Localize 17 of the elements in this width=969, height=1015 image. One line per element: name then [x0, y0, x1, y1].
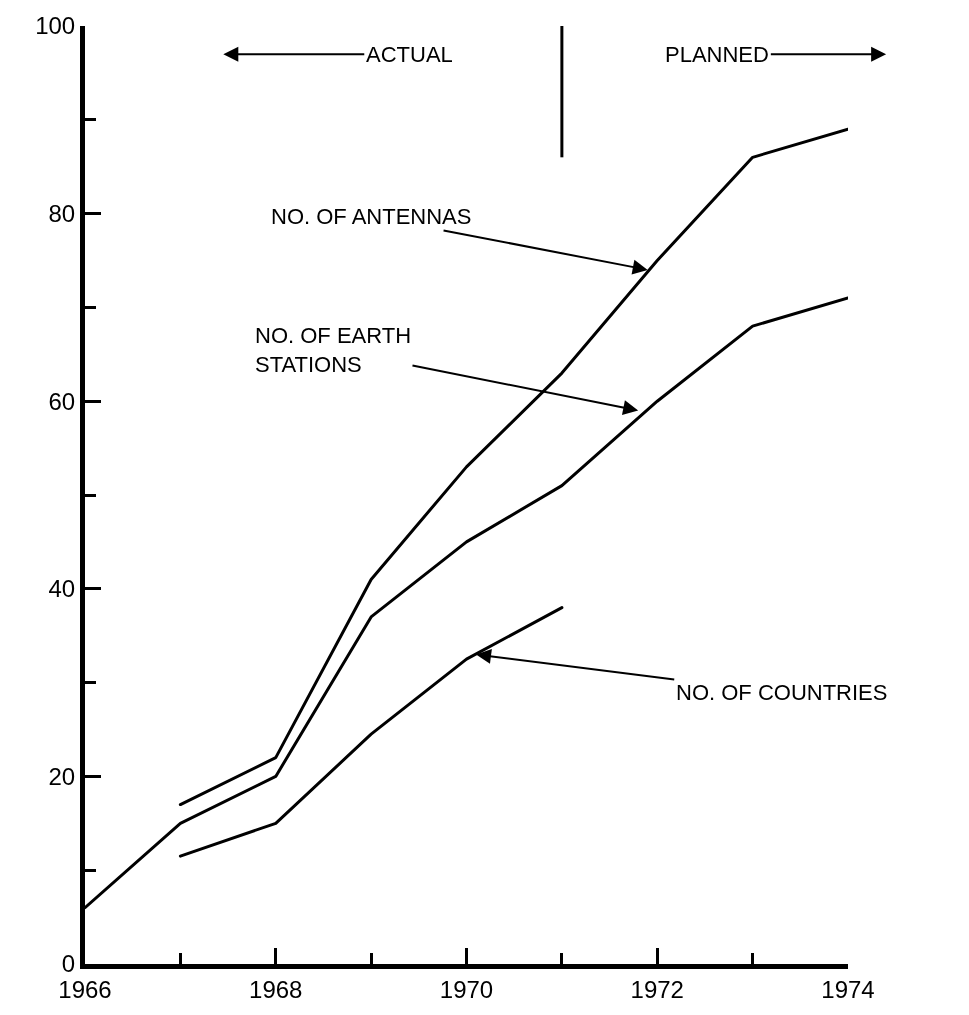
y-tick-label: 20 — [48, 762, 76, 790]
annotation: ACTUAL — [366, 42, 453, 67]
annotation: NO. OF COUNTRIES — [676, 680, 888, 705]
y-tick-label: 60 — [48, 387, 76, 415]
x-tick-label: 1972 — [630, 975, 684, 1003]
y-tick-label: 100 — [35, 12, 76, 40]
annotation: NO. OF EARTH STATIONS — [255, 323, 412, 377]
x-tick-label: 1968 — [249, 975, 303, 1003]
annotation: PLANNED — [665, 42, 769, 67]
annotation: NO. OF ANTENNAS — [271, 204, 472, 229]
x-tick-label: 1966 — [58, 975, 112, 1003]
x-tick-label: 1970 — [439, 975, 494, 1003]
y-tick-label: 80 — [48, 200, 76, 227]
y-tick-label: 0 — [61, 950, 76, 978]
y-tick-label: 40 — [48, 575, 76, 603]
x-tick-label: 1974 — [821, 975, 875, 1003]
line-series — [178, 606, 564, 858]
